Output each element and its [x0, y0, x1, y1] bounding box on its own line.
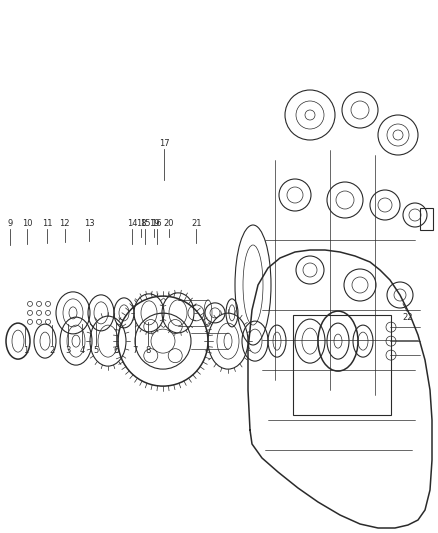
Text: 13: 13	[84, 220, 94, 228]
Text: 5: 5	[94, 346, 99, 355]
Text: 21: 21	[191, 220, 201, 228]
Text: 9: 9	[7, 220, 12, 228]
Text: 8: 8	[145, 346, 151, 355]
Text: 14: 14	[127, 220, 138, 228]
Text: 17: 17	[159, 140, 170, 148]
Text: 2: 2	[49, 346, 54, 355]
Bar	[293, 315, 391, 415]
Text: 22: 22	[402, 313, 413, 321]
Text: 15: 15	[140, 220, 151, 228]
Text: 12: 12	[60, 220, 70, 228]
Text: 1: 1	[23, 346, 28, 355]
Text: 6: 6	[113, 346, 119, 355]
Text: 11: 11	[42, 220, 53, 228]
Text: 7: 7	[132, 346, 138, 355]
Text: 19: 19	[149, 220, 159, 228]
Text: 3: 3	[65, 346, 71, 355]
Text: 10: 10	[22, 220, 32, 228]
Text: 18: 18	[136, 220, 146, 228]
Text: 16: 16	[152, 220, 162, 228]
Text: 20: 20	[163, 220, 174, 228]
Text: 4: 4	[80, 346, 85, 355]
Bar	[420, 208, 433, 230]
